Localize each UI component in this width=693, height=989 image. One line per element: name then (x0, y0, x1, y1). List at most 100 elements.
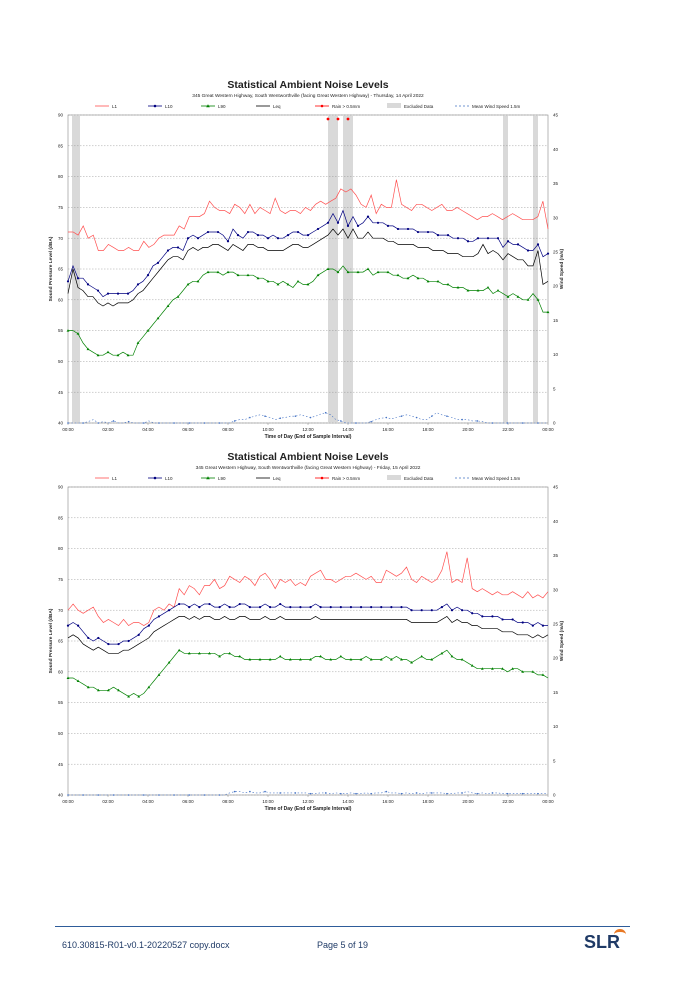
y2-tick-label: 0 (553, 421, 556, 426)
series-l90-point (521, 670, 525, 673)
series-l90-point (106, 350, 110, 354)
series-l90-point (470, 664, 474, 667)
series-wind-point (521, 792, 524, 795)
x-tick-label: 18:00 (422, 799, 434, 804)
series-l10-point (127, 639, 130, 643)
series-l10-point (531, 624, 534, 627)
series-l90-point (466, 289, 470, 292)
series-wind-point (370, 420, 372, 423)
series-l90-point (436, 279, 440, 283)
series-l90-point (228, 651, 232, 655)
series-l10-point (420, 609, 423, 612)
legend-label: L10 (165, 104, 173, 109)
series-l10-point (380, 606, 383, 609)
legend-label: Rain > 0.5mm (332, 476, 360, 481)
series-l10-point (546, 252, 550, 255)
series-l10-point (269, 606, 272, 609)
series-l90-point (276, 282, 280, 286)
series-wind-point (400, 792, 403, 795)
series-l90-point (76, 679, 80, 683)
series-wind-point (112, 420, 115, 422)
series-wind-point (249, 416, 251, 419)
series-wind-point (430, 792, 433, 794)
chart-title: Statistical Ambient Noise Levels (227, 79, 388, 91)
series-l90-point (258, 657, 262, 661)
series-l10-point (97, 636, 100, 640)
series-l1-line (67, 551, 549, 627)
series-wind-point (112, 794, 115, 796)
y-tick-label: 50 (58, 731, 64, 736)
series-l90-point (446, 282, 450, 286)
series-wind-point (446, 792, 448, 795)
y-tick-label: 65 (58, 639, 64, 644)
legend-marker (206, 476, 210, 480)
series-l10-point (346, 224, 350, 227)
series-l90-point (256, 276, 260, 280)
y2-tick-label: 20 (553, 656, 559, 661)
series-wind-point (218, 794, 221, 796)
x-tick-label: 04:00 (142, 799, 154, 804)
chart-title: Statistical Ambient Noise Levels (227, 451, 388, 463)
series-l90-point (166, 304, 170, 307)
x-tick-label: 22:00 (502, 799, 514, 804)
series-wind-point (324, 411, 327, 414)
series-l90-point (366, 267, 370, 270)
series-l10-point (416, 230, 420, 234)
y2-tick-label: 30 (553, 215, 559, 220)
series-l10-point (228, 606, 231, 609)
y-tick-label: 85 (58, 143, 64, 148)
x-tick-label: 22:00 (502, 427, 514, 432)
y2-tick-label: 10 (553, 352, 559, 357)
series-wind-point (415, 792, 418, 794)
legend-swatch (387, 475, 401, 480)
series-l10-point (166, 249, 170, 252)
series-wind-point (233, 420, 236, 422)
series-l90-point (329, 657, 333, 661)
y2-axis-label: Wind Speed (m/s) (559, 248, 565, 289)
series-l10-point (386, 224, 390, 227)
y-tick-label: 80 (58, 546, 64, 551)
series-wind-point (158, 794, 160, 796)
series-l10-point (208, 602, 211, 606)
series-l10-point (186, 237, 190, 240)
series-l10-point (476, 237, 480, 240)
series-wind-point (233, 790, 236, 793)
series-wind-point (309, 416, 312, 419)
series-wind-point (370, 792, 372, 795)
series-wind-point (158, 422, 160, 424)
series-wind-point (476, 792, 479, 795)
series-wind-point (340, 420, 342, 422)
series-l90-point (526, 298, 530, 301)
y-tick-label: 75 (58, 205, 64, 210)
series-wind-point (355, 422, 357, 424)
series-l90-point (156, 316, 160, 320)
series-wind-point (461, 792, 463, 794)
series-l90-point (450, 654, 454, 658)
series-l90-point (480, 667, 484, 670)
y-tick-label: 70 (58, 608, 64, 613)
series-l10-point (66, 624, 70, 627)
series-l10-point (406, 227, 410, 231)
series-wind-point (203, 422, 206, 424)
series-wind-point (264, 415, 266, 417)
series-l90-point (288, 657, 292, 661)
series-l90-point (460, 657, 464, 661)
y-tick-label: 55 (58, 328, 64, 333)
series-l10-point (306, 234, 310, 237)
y2-tick-label: 30 (553, 587, 559, 592)
series-l10-point (196, 237, 200, 240)
x-tick-label: 08:00 (222, 799, 234, 804)
series-l10-point (349, 606, 353, 609)
series-wind-point (264, 790, 266, 793)
series-l90-point (531, 670, 535, 673)
series-l90-point (197, 651, 201, 655)
legend-label: Excluded Data (404, 476, 434, 481)
x-tick-label: 08:00 (222, 427, 234, 432)
chart-subtitle: 345 Great Western Highway, South Wentwor… (196, 465, 421, 471)
series-l90-point (246, 273, 250, 277)
series-l10-point (446, 234, 450, 237)
x-tick-label: 00:00 (62, 799, 74, 804)
series-l10-point (430, 609, 433, 612)
series-l90-point (511, 667, 515, 670)
legend-swatch (387, 103, 401, 108)
